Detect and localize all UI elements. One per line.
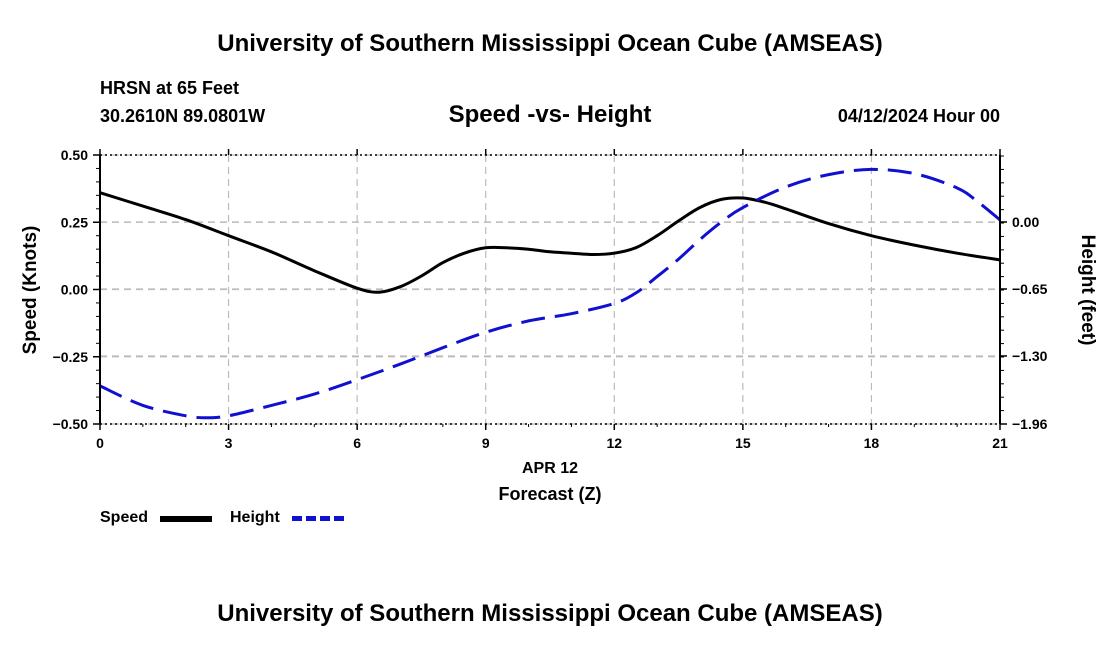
y2-tick-label: −1.30 bbox=[1012, 348, 1048, 364]
x-axis-label: Forecast (Z) bbox=[498, 484, 601, 504]
series-line-height bbox=[99, 167, 1001, 420]
legend-speed-swatch bbox=[160, 516, 212, 522]
x-tick-label: 12 bbox=[606, 435, 622, 451]
speed-height-chart: 0 3 6 9 12 15 18 21 −0.50 −0.25 0.00 0.25 0.50 −1.96 −… bbox=[20, 147, 1098, 504]
legend-height-swatch bbox=[292, 516, 344, 521]
legend-speed-label: Speed bbox=[100, 509, 149, 526]
y2-axis-label: Height (feet) bbox=[1077, 235, 1098, 346]
y-tick-label: −0.50 bbox=[53, 416, 89, 432]
coordinates-label: 30.2610N 89.0801W bbox=[100, 106, 266, 126]
x-tick-label: 3 bbox=[225, 435, 233, 451]
series-line-speed bbox=[99, 191, 1001, 294]
y-tick-label: −0.25 bbox=[53, 349, 89, 365]
legend-height-label: Height bbox=[230, 509, 280, 526]
y-tick-label: 0.25 bbox=[61, 214, 88, 230]
series-layer bbox=[99, 167, 1001, 420]
x-tick-label: 15 bbox=[735, 435, 751, 451]
y-tick-label: 0.50 bbox=[61, 147, 88, 163]
station-label: HRSN at 65 Feet bbox=[100, 78, 240, 98]
y2-tick-label: 0.00 bbox=[1012, 214, 1039, 230]
x-tick-label: 9 bbox=[482, 435, 490, 451]
x-tick-label: 0 bbox=[96, 435, 104, 451]
x-axis-date-label: APR 12 bbox=[522, 460, 578, 477]
forecast-datetime: 04/12/2024 Hour 00 bbox=[837, 106, 1000, 126]
y-axis-label: Speed (Knots) bbox=[20, 226, 41, 355]
page-title: University of Southern Mississippi Ocean… bbox=[217, 30, 883, 57]
y2-tick-label: −0.65 bbox=[1012, 281, 1048, 297]
x-tick-label: 21 bbox=[992, 435, 1008, 451]
y-tick-label: 0.00 bbox=[61, 282, 88, 298]
grid-layer bbox=[100, 154, 1000, 425]
x-tick-label: 18 bbox=[864, 435, 880, 451]
footer-title: University of Southern Mississippi Ocean… bbox=[217, 600, 883, 627]
chart-title: Speed -vs- Height bbox=[448, 101, 652, 128]
y2-tick-label: −1.96 bbox=[1012, 416, 1048, 432]
axis-layer: 0 3 6 9 12 15 18 21 −0.50 −0.25 0.00 0.25 0.50 −1.96 −… bbox=[53, 147, 1048, 451]
x-tick-label: 6 bbox=[353, 435, 361, 451]
